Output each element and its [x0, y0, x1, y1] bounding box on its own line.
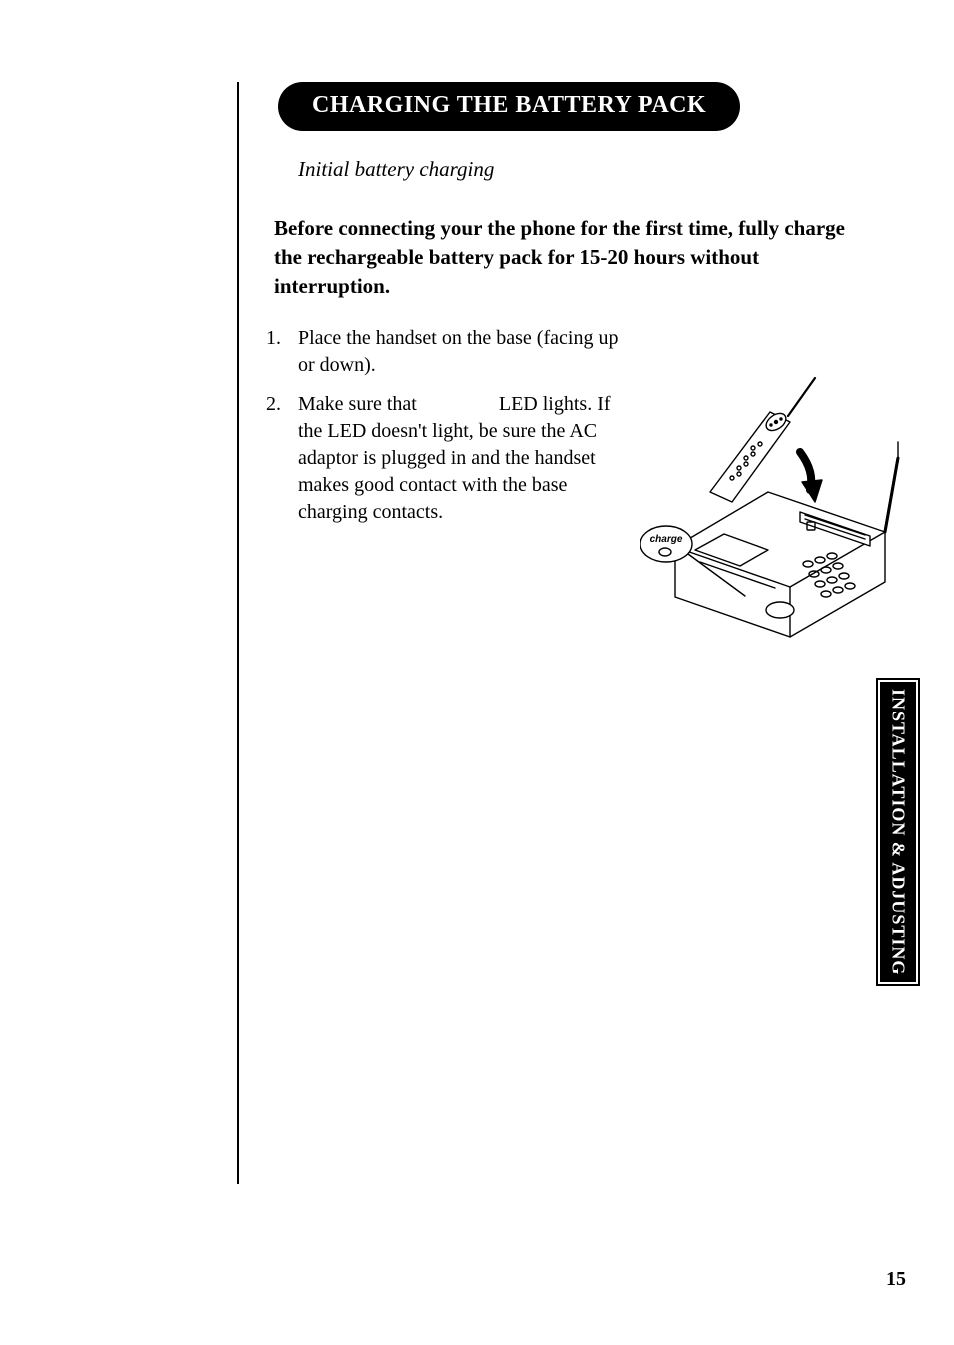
section-subtitle: Initial battery charging — [298, 157, 900, 182]
step-number: 2. — [266, 391, 298, 526]
page-number: 15 — [886, 1268, 906, 1291]
manual-page: CHARGING THE BATTERY PACK Initial batter… — [0, 0, 954, 1345]
step-text: Place the handset on the base (facing up… — [298, 325, 626, 379]
page-heading: CHARGING THE BATTERY PACK — [278, 82, 740, 131]
warning-paragraph: Before connecting your the phone for the… — [274, 214, 870, 301]
list-item: 1. Place the handset on the base (facing… — [266, 325, 626, 379]
phone-on-base-figure: charge — [640, 362, 900, 642]
section-tab: INSTALLATION & ADJUSTING — [878, 680, 918, 984]
step-text: Make sure that LED lights. If the LED do… — [298, 391, 626, 526]
list-item: 2. Make sure that LED lights. If the LED… — [266, 391, 626, 526]
section-tab-label: INSTALLATION & ADJUSTING — [888, 689, 909, 975]
charge-led-label: charge — [650, 534, 683, 545]
step-text-pre: Make sure that — [298, 393, 417, 415]
vertical-divider — [237, 82, 239, 1184]
phone-base-illustration: charge — [640, 362, 900, 642]
step-list: 1. Place the handset on the base (facing… — [266, 325, 626, 526]
step-number: 1. — [266, 325, 298, 379]
content-column: CHARGING THE BATTERY PACK Initial batter… — [260, 82, 900, 538]
